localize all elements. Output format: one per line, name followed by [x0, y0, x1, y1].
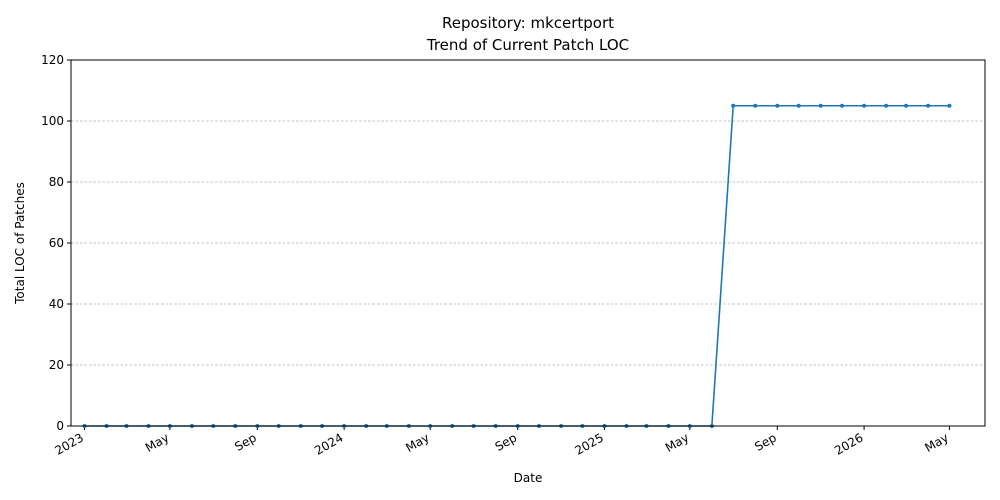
data-point: [775, 103, 780, 108]
y-tick-label: 40: [49, 297, 64, 311]
y-tick-label: 80: [49, 175, 64, 189]
chart-subtitle: Trend of Current Patch LOC: [426, 36, 629, 54]
y-tick-label: 20: [49, 358, 64, 372]
x-tick-label: May: [403, 430, 431, 455]
data-point: [796, 103, 801, 108]
x-tick-label: 2023: [53, 430, 86, 457]
x-tick-label: Sep: [232, 430, 259, 453]
data-point: [947, 103, 952, 108]
gridlines: [71, 120, 985, 366]
x-tick-label: May: [663, 430, 691, 455]
plot-frame: [70, 59, 986, 427]
y-tick-label: 60: [49, 236, 64, 250]
x-tick-label: 2026: [832, 430, 865, 457]
x-tick-label: 2025: [573, 430, 606, 457]
series-line: [84, 104, 950, 427]
x-axis: 2023 May Sep 2024 May Sep 2025 May Sep 2026 May: [53, 426, 951, 458]
data-point: [731, 103, 736, 108]
data-point: [818, 103, 823, 108]
x-tick-label: May: [143, 430, 171, 455]
x-tick-label: May: [922, 430, 950, 455]
y-tick-label: 100: [41, 114, 64, 128]
plot-series: [82, 103, 952, 428]
data-point: [840, 103, 845, 108]
y-tick-label: 120: [41, 53, 64, 67]
x-tick-label: Sep: [752, 430, 779, 453]
x-tick-label: 2024: [312, 430, 345, 457]
y-tick-label: 0: [56, 419, 64, 433]
chart-title: Repository: mkcertport: [442, 14, 614, 32]
data-point: [862, 103, 867, 108]
x-tick-label: Sep: [493, 430, 520, 453]
y-axis-label: Total LOC of Patches: [13, 182, 27, 305]
x-axis-label: Date: [514, 471, 543, 485]
data-point: [753, 103, 758, 108]
y-axis: 0 20 40 60 80 100 120: [41, 53, 71, 433]
data-point: [884, 103, 889, 108]
data-point: [904, 103, 909, 108]
data-point: [926, 103, 931, 108]
